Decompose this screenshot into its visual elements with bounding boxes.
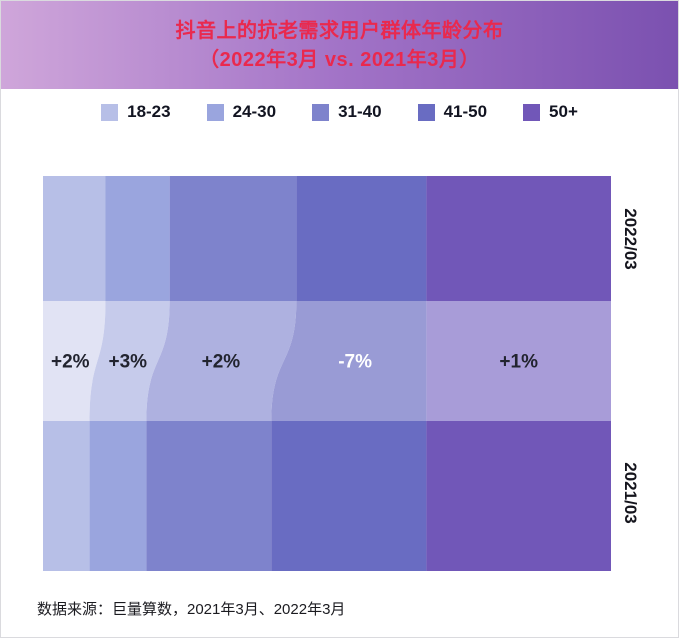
flow-18-23 — [43, 301, 106, 421]
legend-swatch — [417, 103, 435, 121]
flow-31-40 — [146, 301, 297, 421]
flow-50+ — [426, 301, 611, 421]
band-2021-41-50 — [271, 421, 427, 571]
delta-label-41-50: -7% — [338, 352, 372, 373]
legend-item-24-30: 24-30 — [206, 102, 277, 122]
chart-legend: 18-23 24-30 31-40 41-50 50+ — [1, 102, 678, 122]
data-source-note: 数据来源：巨量算数，2021年3月、2022年3月 — [37, 601, 346, 618]
legend-item-41-50: 41-50 — [417, 102, 488, 122]
legend-swatch — [206, 103, 224, 121]
delta-label-50+: +1% — [499, 352, 538, 373]
legend-item-18-23: 18-23 — [101, 102, 171, 122]
band-2022-31-40 — [169, 176, 297, 301]
delta-label-24-30: +3% — [108, 352, 147, 373]
legend-label: 50+ — [549, 102, 578, 121]
flow-chart-svg: +2% +3% +2% -7% +1% — [43, 176, 611, 571]
legend-swatch — [101, 103, 119, 121]
page-title-line1: 抖音上的抗老需求用户群体年龄分布 — [175, 19, 504, 42]
flow-24-30 — [89, 301, 170, 421]
legend-swatch — [523, 103, 541, 121]
band-2022-41-50 — [296, 176, 427, 301]
band-2022-18-23 — [43, 176, 106, 301]
legend-label: 24-30 — [232, 102, 277, 121]
band-2021-50+ — [426, 421, 611, 571]
page-title-line2: （2022年3月 vs. 2021年3月） — [199, 48, 480, 71]
band-2021-31-40 — [146, 421, 272, 571]
legend-label: 18-23 — [127, 102, 171, 121]
row-label-2021: 2021/03 — [621, 462, 640, 524]
flow-41-50 — [271, 301, 427, 421]
legend-item-50+: 50+ — [523, 102, 578, 122]
flow-chart-area: +2% +3% +2% -7% +1% — [43, 176, 611, 571]
band-2021-24-30 — [89, 421, 147, 571]
delta-label-31-40: +2% — [202, 352, 241, 373]
legend-swatch — [312, 103, 330, 121]
row-label-2022: 2022/03 — [621, 208, 640, 270]
band-2021-18-23 — [43, 421, 90, 571]
band-2022-50+ — [426, 176, 611, 301]
band-2022-24-30 — [105, 176, 170, 301]
legend-item-31-40: 31-40 — [312, 102, 382, 122]
legend-label: 41-50 — [443, 102, 488, 121]
legend-label: 31-40 — [338, 102, 382, 121]
title-banner: 抖音上的抗老需求用户群体年龄分布 （2022年3月 vs. 2021年3月） — [1, 1, 678, 89]
delta-label-18-23: +2% — [51, 352, 90, 373]
